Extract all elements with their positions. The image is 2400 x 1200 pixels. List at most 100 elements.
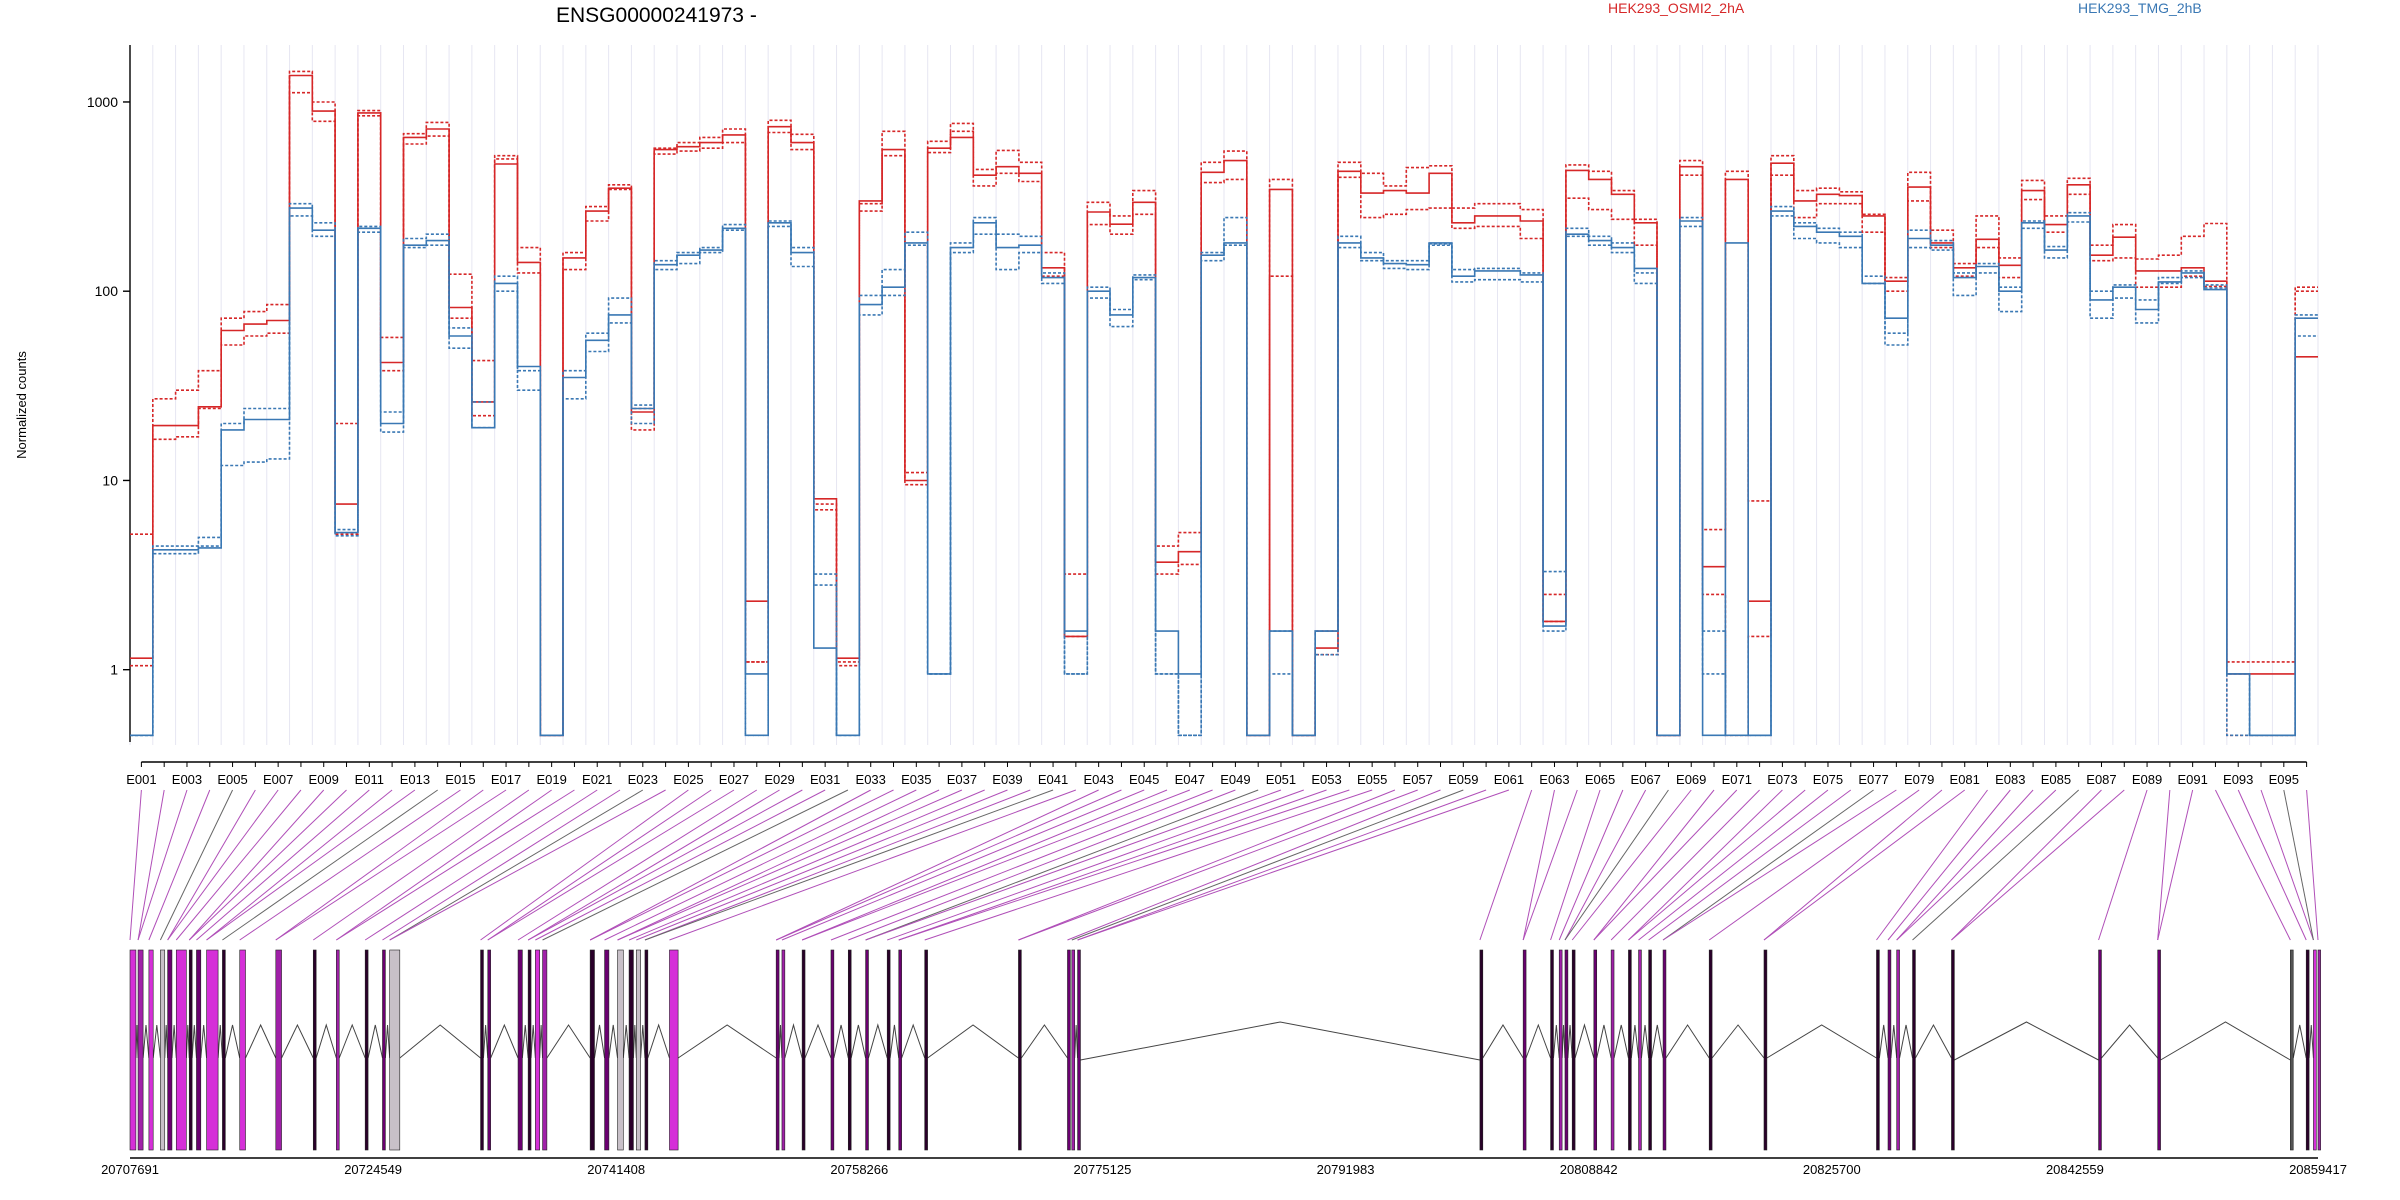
- intron-line: [384, 1024, 391, 1059]
- exon-connector: [382, 789, 621, 941]
- exon-box: [1610, 949, 1615, 1151]
- exon-box: [517, 949, 523, 1151]
- exon-tick-label: E027: [719, 772, 749, 787]
- exon-box: [487, 949, 491, 1151]
- intron-line: [2292, 1024, 2307, 1059]
- exon-connector: [617, 789, 963, 941]
- exon-connector: [167, 789, 279, 941]
- exon-box: [336, 949, 340, 1151]
- intron-line: [185, 1024, 190, 1059]
- exon-connector: [1638, 789, 1829, 941]
- intron-line: [135, 1024, 139, 1059]
- exon-connector: [1662, 789, 1874, 941]
- exon-tick-label: E071: [1722, 772, 1752, 787]
- exon-connector: [2283, 789, 2314, 941]
- exon-tick-label: E095: [2269, 772, 2299, 787]
- exon-connector: [389, 789, 644, 941]
- exon-connector: [336, 789, 575, 941]
- exon-connector: [924, 789, 1373, 941]
- exon-connector: [1896, 789, 2034, 941]
- intron-line: [367, 1024, 383, 1059]
- intron-line: [546, 1024, 591, 1059]
- intron-line: [593, 1024, 606, 1059]
- intron-line: [399, 1024, 481, 1059]
- exon-connector: [1896, 789, 2057, 941]
- intron-line: [1914, 1023, 1952, 1059]
- exon-connector: [196, 789, 370, 941]
- exon-box: [1522, 949, 1527, 1151]
- exon-box: [1662, 949, 1667, 1151]
- exon-connector: [527, 789, 780, 941]
- exon-connector: [1763, 789, 1966, 941]
- genomic-tick-label: 20825700: [1803, 1162, 1861, 1177]
- intron-line: [867, 1023, 888, 1059]
- exon-connector: [848, 789, 1236, 941]
- intron-line: [530, 1024, 536, 1059]
- intron-line: [632, 1024, 637, 1059]
- exon-connector: [222, 789, 438, 941]
- intron-line: [521, 1024, 529, 1059]
- genomic-coordinate-axis: 20707691 20724549 20741408 20758266 20775125…: [101, 1157, 2347, 1177]
- genomic-tick-label: 20707691: [101, 1162, 159, 1177]
- exon-connector: [1951, 789, 2125, 941]
- exon-connector: [336, 789, 552, 941]
- exon-box: [382, 949, 386, 1151]
- intron-line: [784, 1023, 803, 1059]
- exon-box: [775, 949, 780, 1151]
- exon-connector: [898, 789, 1350, 941]
- exon-connector: [188, 789, 347, 941]
- intron-line: [315, 1023, 337, 1059]
- exon-box: [1067, 949, 1071, 1151]
- exon-tick-label: E091: [2177, 772, 2207, 787]
- exon-connector: [589, 789, 871, 941]
- intron-line: [2308, 1024, 2314, 1059]
- exon-connector: [1067, 789, 1441, 941]
- exon-connector: [1564, 789, 1647, 941]
- exon-tick-label: E087: [2086, 772, 2116, 787]
- exon-tick-label: E059: [1448, 772, 1478, 787]
- exon-tick-label: E079: [1904, 772, 1934, 787]
- legend-label-tmg: HEK293_TMG_2hB: [2078, 0, 2202, 16]
- exon-tick-label: E009: [309, 772, 339, 787]
- genomic-tick-label: 20808842: [1560, 1162, 1618, 1177]
- intron-line: [164, 1024, 169, 1059]
- intron-line: [1878, 1024, 1889, 1059]
- exon-connector: [669, 789, 1077, 941]
- exon-box: [137, 949, 144, 1151]
- exon-connector: [527, 789, 803, 941]
- exon-connector: [1708, 789, 1920, 941]
- exon-connector: [312, 789, 530, 941]
- exon-connector: [1077, 789, 1510, 941]
- exon-tick-label: E063: [1539, 772, 1569, 787]
- exon-connector: [175, 789, 302, 941]
- exon-box: [129, 949, 137, 1151]
- intron-line: [889, 1024, 900, 1059]
- exon-connector: [137, 789, 188, 941]
- exon-connector: [644, 789, 1054, 941]
- exon-connector: [1018, 789, 1396, 941]
- exon-connector: [1887, 789, 2011, 941]
- exon-connector: [781, 789, 1145, 941]
- exon-connector: [1593, 789, 1738, 941]
- intron-line: [1552, 1024, 1560, 1059]
- exon-connector: [167, 789, 256, 941]
- exon-connector: [188, 789, 325, 941]
- exon-connector: [1550, 789, 1601, 941]
- exon-box: [1648, 949, 1652, 1151]
- exon-box: [669, 949, 679, 1151]
- exon-connector: [2237, 789, 2307, 941]
- exon-box: [644, 949, 649, 1151]
- exon-box: [801, 949, 806, 1151]
- intron-line: [152, 1024, 161, 1059]
- intron-line: [1074, 1024, 1079, 1059]
- exon-tick-label: E013: [400, 772, 430, 787]
- y-tick-label: 10: [102, 472, 118, 488]
- exon-connector: [1662, 789, 1897, 941]
- intron-line: [1080, 1021, 1481, 1061]
- exon-box: [2313, 949, 2317, 1151]
- genomic-tick-label: 20791983: [1317, 1162, 1375, 1177]
- intron-line: [1954, 1021, 2099, 1061]
- exon-box: [635, 949, 641, 1151]
- intron-line: [1561, 1024, 1566, 1059]
- exon-tick-label: E029: [764, 772, 794, 787]
